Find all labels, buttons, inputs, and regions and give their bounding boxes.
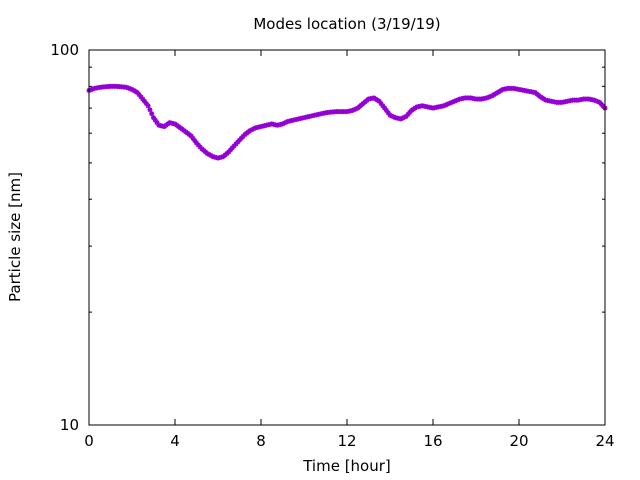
tick-labels: 0 4 8 12 16 20 24 10 100 bbox=[50, 41, 614, 450]
data-point bbox=[149, 111, 155, 117]
x-tick-label: 0 bbox=[84, 432, 94, 450]
y-axis-label: Particle size [nm] bbox=[6, 172, 24, 302]
x-tick-label: 16 bbox=[423, 432, 442, 450]
y-tick-label: 10 bbox=[60, 416, 79, 434]
data-point bbox=[237, 137, 242, 143]
data-points bbox=[86, 83, 608, 161]
plot-frame bbox=[88, 49, 606, 426]
chart-title: Modes location (3/19/19) bbox=[253, 15, 440, 33]
x-tick-label: 24 bbox=[595, 432, 614, 450]
y-tick-label: 100 bbox=[50, 41, 79, 59]
axis-ticks bbox=[88, 49, 606, 426]
data-point bbox=[147, 107, 153, 113]
data-point bbox=[145, 103, 151, 109]
x-tick-label: 20 bbox=[509, 432, 528, 450]
x-tick-label: 8 bbox=[256, 432, 266, 450]
x-tick-label: 12 bbox=[337, 432, 356, 450]
x-axis-label: Time [hour] bbox=[302, 457, 391, 475]
x-tick-label: 4 bbox=[170, 432, 180, 450]
